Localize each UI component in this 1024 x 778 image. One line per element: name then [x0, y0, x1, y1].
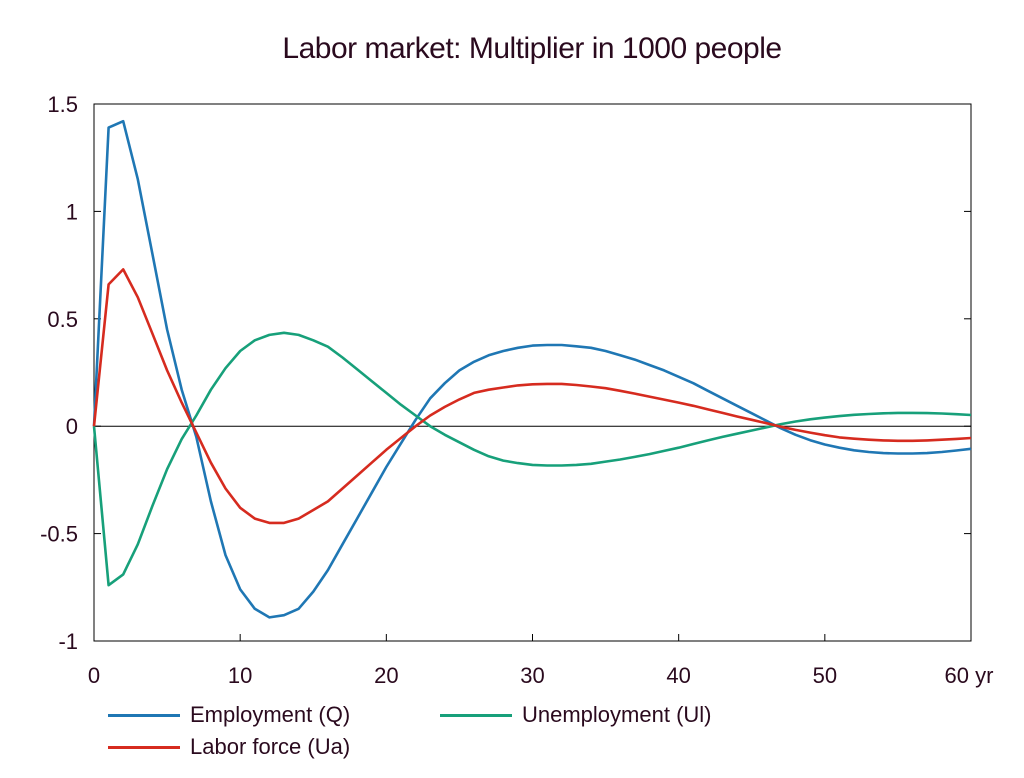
y-tick-label: -0.5	[40, 522, 78, 547]
x-tick-label: 30	[520, 663, 544, 688]
x-tick-label: 0	[88, 663, 100, 688]
y-tick-label: 1.5	[47, 92, 78, 117]
series-lines	[92, 119, 972, 619]
series-line-unemployment-ul	[92, 331, 972, 587]
chart-title: Labor market: Multiplier in 1000 people	[282, 32, 782, 65]
tick-labels: 1.5 1 0.5 0 -0.5 -1 0 10 20 30 40 50 60 yr	[40, 92, 993, 688]
series-line-employment-q	[92, 119, 972, 619]
series-line-labor-force-ua	[92, 268, 972, 525]
x-tick-label: 20	[374, 663, 398, 688]
y-tick-label: 0	[66, 414, 78, 439]
axes	[93, 103, 972, 642]
plot-frame	[93, 103, 972, 642]
y-tick-label: 1	[66, 199, 78, 224]
x-tick-label: 10	[228, 663, 252, 688]
x-tick-label: 40	[666, 663, 690, 688]
x-tick-label: 60 yr	[945, 663, 994, 688]
x-tick-label: 50	[813, 663, 837, 688]
y-tick-label: -1	[58, 629, 78, 654]
y-tick-label: 0.5	[47, 307, 78, 332]
